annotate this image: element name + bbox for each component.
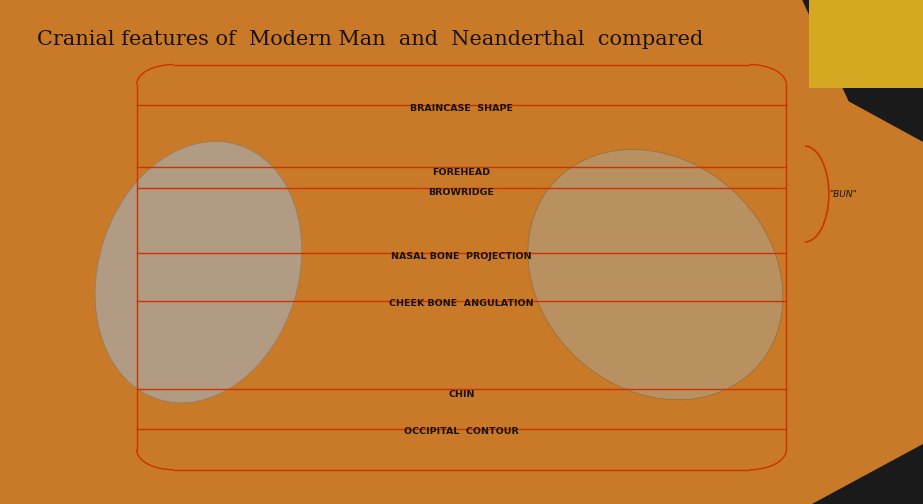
Text: NASAL BONE  PROJECTION: NASAL BONE PROJECTION: [391, 251, 532, 261]
FancyBboxPatch shape: [809, 0, 923, 88]
Text: BROWRIDGE: BROWRIDGE: [428, 188, 495, 197]
Text: CHEEK BONE  ANGULATION: CHEEK BONE ANGULATION: [390, 299, 533, 308]
Text: "BUN": "BUN": [829, 190, 857, 199]
Text: FOREHEAD: FOREHEAD: [433, 168, 490, 177]
Ellipse shape: [528, 150, 783, 400]
Text: Cranial features of  Modern Man  and  Neanderthal  compared: Cranial features of Modern Man and Neand…: [37, 30, 703, 49]
Polygon shape: [812, 444, 923, 504]
Text: OCCIPITAL  CONTOUR: OCCIPITAL CONTOUR: [404, 427, 519, 436]
Ellipse shape: [95, 142, 302, 403]
Text: BRAINCASE  SHAPE: BRAINCASE SHAPE: [410, 104, 513, 113]
Polygon shape: [803, 0, 923, 141]
Text: CHIN: CHIN: [449, 390, 474, 399]
